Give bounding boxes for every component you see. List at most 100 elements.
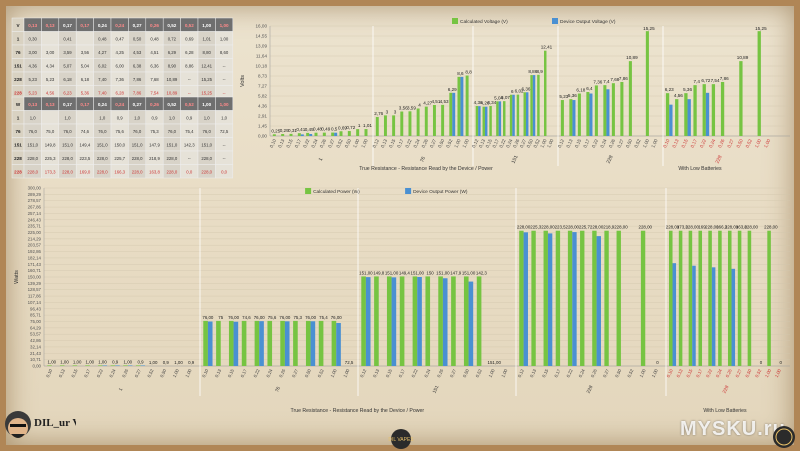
- x-tick-label: 0,24: [413, 138, 421, 149]
- bar-device-output: [512, 94, 515, 136]
- data-label: 4: [418, 103, 421, 108]
- x-tick-label: 0,13: [671, 138, 679, 149]
- data-label: 228,00: [744, 225, 758, 230]
- table-cell-value: 6,36: [150, 64, 159, 69]
- x-tick-label: 0,22: [253, 368, 261, 378]
- data-label: 4,51: [431, 99, 440, 104]
- table-cell-value: 8,90: [168, 64, 177, 69]
- data-label: 0,49: [321, 127, 330, 132]
- x-tick-label: 0,50: [625, 138, 633, 149]
- bar-calculated: [399, 276, 405, 366]
- data-label: 10,89: [737, 55, 749, 60]
- y-tick-label: 32,14: [30, 344, 42, 349]
- bar-calculated: [620, 81, 624, 136]
- table-cell-value: 12,41: [201, 64, 212, 69]
- y-tick-label: 214,29: [28, 236, 42, 241]
- bar-calculated: [392, 115, 396, 136]
- table-cell-value: 151,0: [27, 143, 38, 148]
- x-tick-label: 0,12: [517, 368, 525, 378]
- bar-calculated: [400, 111, 404, 136]
- bar-calculated: [711, 84, 716, 136]
- x-tick-label: 0,17: [396, 138, 404, 149]
- y-tick-label: 14,55: [256, 34, 268, 39]
- data-label: 5,04: [494, 95, 503, 100]
- data-label: 3: [386, 109, 389, 114]
- table-cell-value: 228,0: [201, 156, 212, 161]
- bar-calculated: [305, 320, 311, 366]
- data-label: 0: [760, 360, 763, 365]
- y-tick-label: 13,09: [256, 44, 268, 49]
- bar-calculated: [293, 320, 298, 366]
- y-tick-label: 267,86: [28, 205, 42, 210]
- table-cell-value: 7,36: [116, 77, 125, 82]
- x-tick-label: 0,13: [380, 138, 388, 149]
- data-label: 76,00: [254, 315, 266, 320]
- table-cell-value: 6,28: [185, 50, 194, 55]
- data-label: 75,3: [293, 315, 302, 320]
- bar-calculated: [767, 230, 771, 366]
- table-cell-value: 166,3: [114, 170, 125, 175]
- table-header-text: 0,24: [98, 102, 107, 107]
- bar-calculated: [374, 276, 379, 366]
- data-label: 1,00: [98, 359, 107, 364]
- table-cell-value: --: [188, 77, 191, 82]
- x-tick-label: 0,24: [108, 368, 116, 378]
- x-tick-label: 1,00: [764, 368, 772, 378]
- data-label: 151,00: [462, 270, 476, 275]
- mysku-watermark: MYSKU.ru: [680, 418, 786, 440]
- bar-calculated: [684, 93, 688, 136]
- x-tick-label: 0,24: [265, 368, 273, 378]
- bar-calculated: [383, 115, 387, 136]
- bar-calculated: [463, 276, 469, 366]
- table-cell-value: 1,0: [65, 116, 72, 121]
- table-cell-value: --: [188, 156, 191, 161]
- bar-device-output: [452, 92, 456, 136]
- table-header-text: 0,13: [28, 23, 37, 28]
- data-label: 7,54: [711, 78, 720, 83]
- bar-calculated: [216, 320, 221, 366]
- bar-device-output: [460, 76, 464, 136]
- data-label: 1,00: [73, 359, 82, 364]
- table-row-label: 151: [14, 64, 22, 69]
- table-cell-value: 150,0: [114, 143, 125, 148]
- bar-calculated: [594, 85, 598, 136]
- table-cell-value: 3,59: [63, 50, 72, 55]
- table-row-label: 76: [15, 50, 21, 55]
- table-cell-value: 228,0: [167, 156, 178, 161]
- table-cell-value: 0,9: [186, 116, 193, 121]
- bar-calculated: [364, 129, 368, 136]
- table-cell-value: 151,0: [132, 143, 143, 148]
- table-cell-value: 173,3: [45, 170, 56, 175]
- table-cell-value: 1,00: [220, 37, 229, 42]
- center-logo: DIL VAPES: [386, 428, 416, 450]
- table-cell-value: 8,86: [185, 64, 194, 69]
- bar-calculated: [331, 132, 335, 136]
- data-label: 7,68: [610, 77, 619, 82]
- x-tick-label: 0,27: [291, 368, 299, 378]
- bar-device-output: [711, 267, 716, 366]
- y-tick-label: 96,43: [30, 306, 42, 311]
- bar-calculated: [560, 100, 564, 136]
- x-tick-label: 0,22: [566, 368, 574, 378]
- table-header-text: 1,00: [202, 102, 211, 107]
- x-tick-label: 0,15: [685, 368, 693, 378]
- data-label: 76,00: [331, 315, 343, 320]
- table-cell-value: 6,18: [81, 77, 90, 82]
- data-label: 151,00: [411, 270, 425, 275]
- table-cell-value: --: [223, 77, 226, 82]
- table-cell-value: 8,60: [220, 50, 229, 55]
- data-label: 74,6: [242, 315, 251, 320]
- y-tick-label: 53,57: [30, 332, 42, 337]
- x-tick-label: 0,15: [70, 368, 78, 378]
- bar-calculated: [757, 31, 761, 136]
- x-tick-label: 0,27: [726, 138, 734, 149]
- y-tick-label: 4,36: [258, 104, 267, 109]
- table-cell-value: 149,8: [45, 143, 56, 148]
- x-tick-label: 0,13: [58, 368, 66, 378]
- table-cell-value: 76,0: [63, 129, 72, 134]
- legend-swatch: [452, 18, 458, 24]
- data-label: 149,4: [399, 270, 411, 275]
- y-tick-label: 235,71: [28, 224, 42, 229]
- table-cell-value: 0,47: [116, 37, 125, 42]
- table-cell-value: 151,0: [201, 143, 212, 148]
